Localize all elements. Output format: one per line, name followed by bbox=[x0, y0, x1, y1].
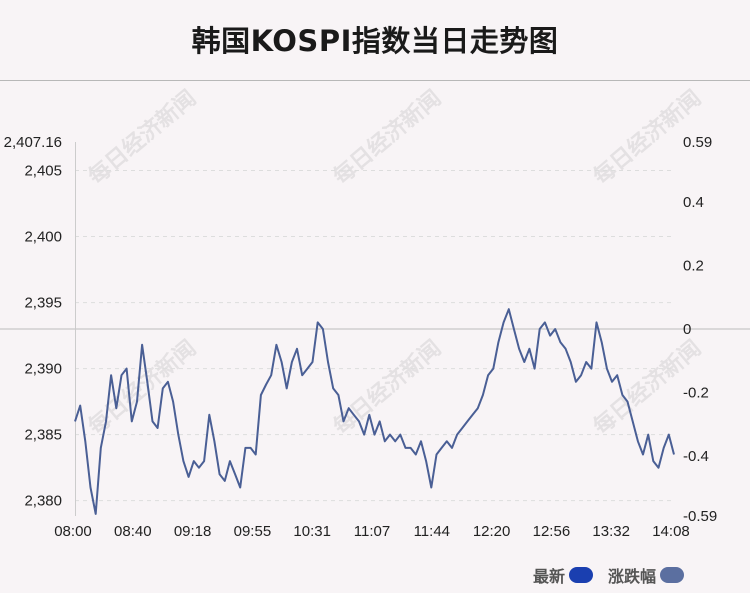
title-divider bbox=[0, 80, 750, 81]
legend-latest-label: 最新 bbox=[533, 567, 566, 586]
right-axis-ticks: 0.59 0.4 0.2 0 -0.2 -0.4 -0.59 bbox=[683, 134, 717, 525]
y-right-tick-label: 0.2 bbox=[683, 258, 704, 275]
x-tick-label: 14:08 bbox=[652, 523, 690, 540]
y-right-tick-label: 0 bbox=[683, 321, 691, 338]
y-left-max-label: 2,407.16 bbox=[4, 134, 62, 151]
x-tick-label: 08:40 bbox=[114, 523, 152, 540]
legend-change-swatch bbox=[660, 567, 685, 583]
x-tick-label: 12:56 bbox=[533, 523, 571, 540]
x-tick-label: 08:00 bbox=[54, 523, 92, 540]
y-right-tick-label: -0.59 bbox=[683, 508, 717, 525]
x-axis-ticks: 08:00 08:40 09:18 09:55 10:31 11:07 11:44 12:20… bbox=[54, 523, 690, 540]
y-right-tick-label: 0.59 bbox=[683, 134, 712, 151]
legend-change: 涨跌幅 bbox=[608, 563, 685, 587]
x-tick-label: 12:20 bbox=[473, 523, 511, 540]
legend-change-label: 涨跌幅 bbox=[608, 567, 657, 586]
x-tick-label: 09:55 bbox=[234, 523, 272, 540]
chart-title: 韩国KOSPI指数当日走势图 bbox=[191, 24, 559, 58]
x-tick-label: 11:44 bbox=[414, 523, 450, 540]
x-tick-label: 11:07 bbox=[354, 523, 390, 540]
y-left-tick-label: 2,380 bbox=[24, 493, 62, 510]
y-left-tick-label: 2,390 bbox=[24, 361, 62, 378]
y-left-tick-label: 2,400 bbox=[24, 229, 62, 246]
y-left-tick-label: 2,395 bbox=[24, 295, 62, 312]
x-tick-label: 09:18 bbox=[174, 523, 212, 540]
left-axis-ticks: 2,407.16 2,405 2,400 2,395 2,390 2,385 2,380 bbox=[4, 134, 62, 510]
y-right-tick-label: -0.4 bbox=[683, 448, 709, 465]
x-tick-label: 10:31 bbox=[293, 523, 331, 540]
x-tick-label: 13:32 bbox=[592, 523, 630, 540]
index-line bbox=[74, 308, 675, 515]
y-right-tick-label: 0.4 bbox=[683, 194, 704, 211]
y-left-tick-label: 2,405 bbox=[24, 163, 62, 180]
grid-lines bbox=[75, 170, 675, 502]
legend-latest: 最新 bbox=[533, 563, 594, 587]
legend-latest-swatch bbox=[569, 567, 594, 583]
y-left-tick-label: 2,385 bbox=[24, 427, 62, 444]
y-right-tick-label: -0.2 bbox=[683, 384, 709, 401]
